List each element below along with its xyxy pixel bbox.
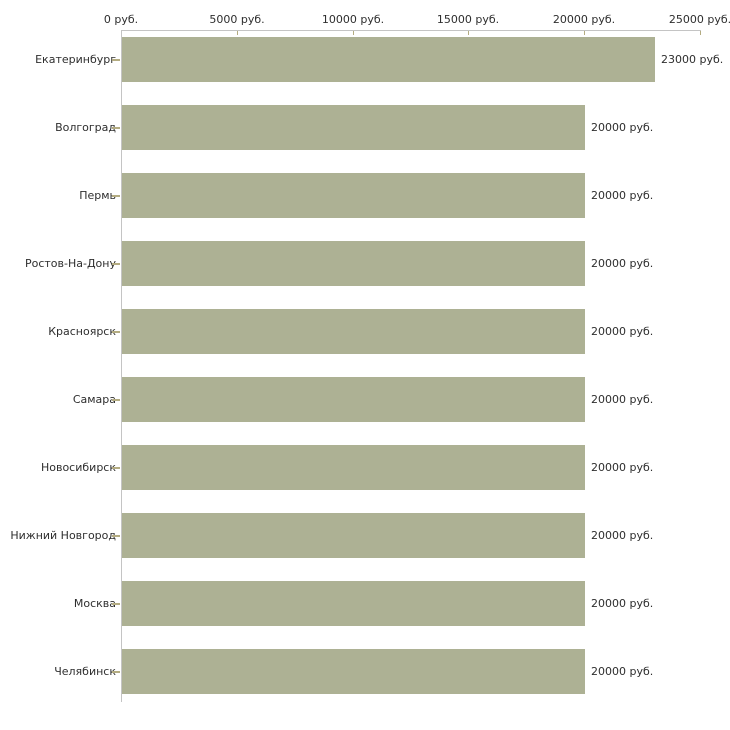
- x-axis-line: [121, 30, 701, 31]
- x-axis-tick-mark: [237, 31, 238, 35]
- value-label: 20000 руб.: [591, 121, 654, 134]
- y-axis-tick-mark: [112, 195, 120, 197]
- x-axis-tick-mark: [584, 31, 585, 35]
- category-label: Ростов-На-Дону: [24, 257, 116, 270]
- y-axis-tick-mark: [112, 399, 120, 401]
- x-axis-tick-label: 5000 руб.: [209, 13, 265, 26]
- category-label: Челябинск: [54, 665, 116, 678]
- bar: [122, 649, 585, 694]
- y-axis-tick-mark: [112, 331, 120, 333]
- x-axis-tick-label: 15000 руб.: [436, 13, 500, 26]
- value-label: 20000 руб.: [591, 189, 654, 202]
- x-axis-tick-label: 25000 руб.: [668, 13, 730, 26]
- y-axis-tick-mark: [112, 263, 120, 265]
- y-axis-tick-mark: [112, 467, 120, 469]
- x-axis-tick-mark: [700, 31, 701, 35]
- value-label: 20000 руб.: [591, 257, 654, 270]
- value-label: 20000 руб.: [591, 597, 654, 610]
- value-label: 20000 руб.: [591, 529, 654, 542]
- category-label: Екатеринбург: [35, 53, 116, 66]
- y-axis-tick-mark: [112, 535, 120, 537]
- x-axis-tick-label: 0 руб.: [103, 13, 139, 26]
- y-axis-tick-mark: [112, 59, 120, 61]
- bar: [122, 105, 585, 150]
- category-label: Пермь: [79, 189, 116, 202]
- value-label: 20000 руб.: [591, 461, 654, 474]
- y-axis-tick-mark: [112, 127, 120, 129]
- x-axis-tick-mark: [353, 31, 354, 35]
- bar: [122, 173, 585, 218]
- y-axis-line: [121, 30, 122, 702]
- bar: [122, 377, 585, 422]
- category-label: Волгоград: [55, 121, 116, 134]
- y-axis-tick-mark: [112, 671, 120, 673]
- category-label: Нижний Новгород: [10, 529, 116, 542]
- bar: [122, 309, 585, 354]
- category-label: Красноярск: [48, 325, 116, 338]
- y-axis-tick-mark: [112, 603, 120, 605]
- value-label: 20000 руб.: [591, 665, 654, 678]
- value-label: 20000 руб.: [591, 393, 654, 406]
- value-label: 23000 руб.: [661, 53, 724, 66]
- x-axis-tick-label: 10000 руб.: [321, 13, 385, 26]
- category-label: Самара: [72, 393, 116, 406]
- bar: [122, 241, 585, 286]
- bar: [122, 513, 585, 558]
- x-axis-tick-label: 20000 руб.: [552, 13, 616, 26]
- x-axis-tick-mark: [468, 31, 469, 35]
- category-label: Новосибирск: [40, 461, 116, 474]
- value-label: 20000 руб.: [591, 325, 654, 338]
- bar: [122, 37, 655, 82]
- category-label: Москва: [73, 597, 116, 610]
- bar: [122, 445, 585, 490]
- bar: [122, 581, 585, 626]
